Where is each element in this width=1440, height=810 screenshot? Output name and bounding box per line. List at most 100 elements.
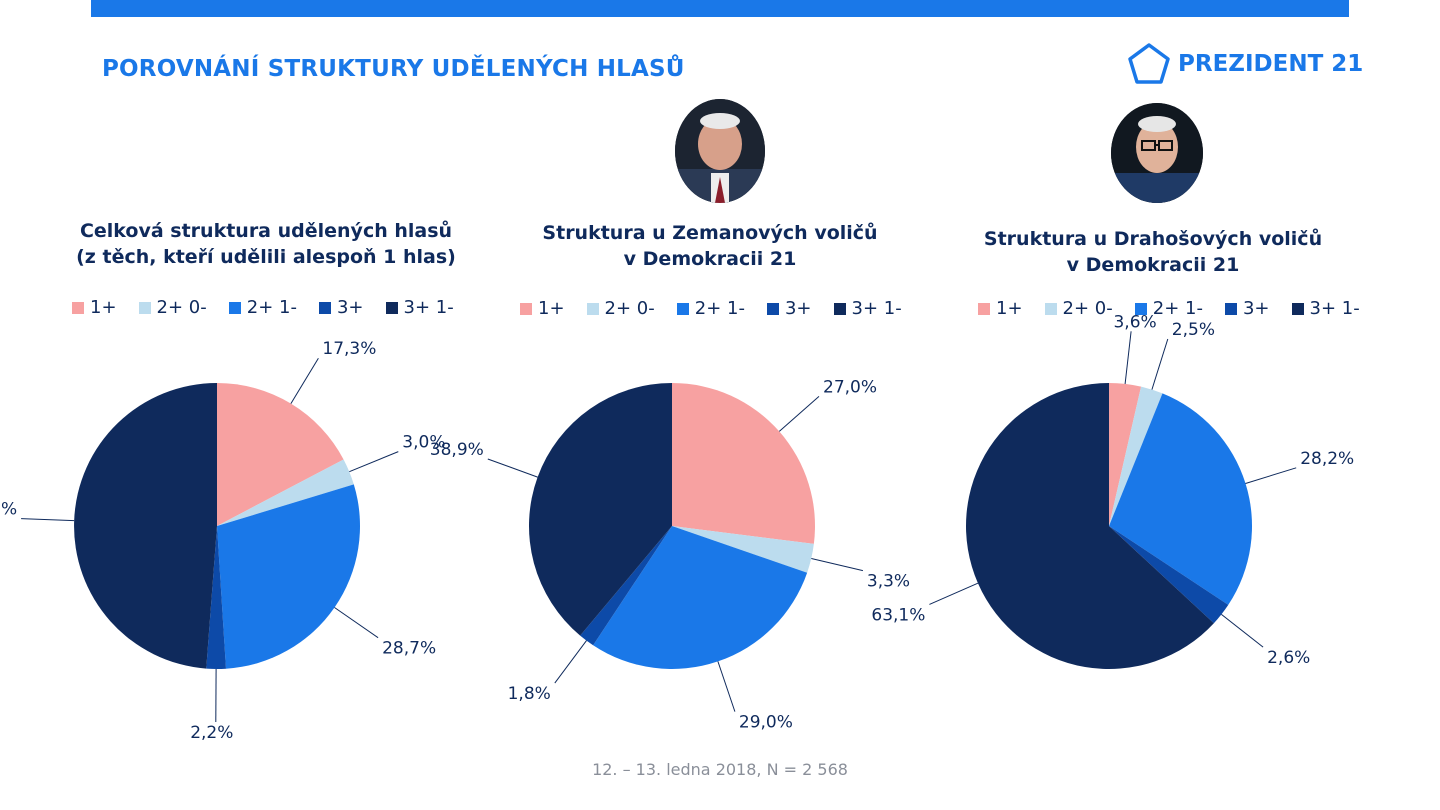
- data-label: 2,2%: [190, 723, 233, 743]
- pie-chart-zeman: 27,0% 3,3% 29,0% 1,8% 38,9%: [430, 377, 910, 732]
- legend-label: 2+ 1-: [246, 297, 297, 318]
- legend-swatch: [228, 301, 241, 314]
- legend-swatch: [1224, 302, 1237, 315]
- pie-slice: [529, 383, 672, 636]
- legend-zeman: 1+ 2+ 0- 2+ 1- 3+ 3+ 1-: [520, 298, 902, 319]
- legend-item: 3+ 1-: [385, 297, 454, 318]
- legend-swatch: [586, 302, 599, 315]
- chart-title-overall: Celková struktura udělených hlasů (z těc…: [66, 218, 466, 270]
- legend-item: 3+: [766, 298, 812, 319]
- legend-label: 3+: [336, 297, 364, 318]
- legend-item: 2+ 1-: [676, 298, 745, 319]
- legend-item: 2+ 0-: [138, 297, 207, 318]
- data-label: 38,9%: [430, 440, 484, 460]
- leader-line: [21, 518, 75, 522]
- legend-label: 3+ 1-: [851, 298, 902, 319]
- pie-slice: [1109, 386, 1163, 526]
- top-accent-bar: [91, 0, 1349, 17]
- leader-line: [811, 558, 864, 572]
- legend-item: 3+ 1-: [833, 298, 902, 319]
- chart-title-line: Celková struktura udělených hlasů: [79, 220, 453, 242]
- leader-line: [334, 607, 379, 639]
- data-label: 63,1%: [871, 605, 925, 625]
- legend-swatch: [385, 301, 398, 314]
- legend-label: 3+: [784, 298, 812, 319]
- leader-line: [487, 458, 538, 478]
- legend-label: 1+: [90, 297, 117, 318]
- legend-item: 1+: [72, 297, 117, 318]
- pie-slice: [206, 526, 226, 669]
- leader-line: [1221, 614, 1264, 648]
- legend-overall: 1+ 2+ 0- 2+ 1- 3+ 3+ 1-: [72, 297, 454, 318]
- page-title: POROVNÁNÍ STRUKTURY UDĚLENÝCH HLASŮ: [102, 56, 685, 82]
- legend-swatch: [318, 301, 331, 314]
- legend-label: 2+ 1-: [1152, 298, 1203, 319]
- pie-slice: [1109, 393, 1252, 605]
- leader-line: [1245, 467, 1297, 484]
- leader-line: [717, 661, 736, 712]
- brand-name: PREZIDENT 21: [1178, 51, 1364, 77]
- chart-title-drahos: Struktura u Drahošových voličů v Demokra…: [953, 226, 1353, 278]
- pie-slice: [1109, 526, 1229, 624]
- legend-swatch: [1134, 302, 1147, 315]
- pie-slice: [217, 383, 344, 526]
- chart-title-zeman: Struktura u Zemanových voličů v Demokrac…: [510, 220, 910, 272]
- data-label: 28,7%: [382, 639, 436, 659]
- pie-slice: [1109, 383, 1142, 526]
- data-label: 28,2%: [1300, 449, 1354, 469]
- leader-line: [929, 582, 979, 605]
- leader-line: [778, 396, 820, 432]
- data-label: 3,6%: [1113, 312, 1156, 332]
- chart-title-line: v Demokracii 21: [623, 248, 797, 270]
- legend-item: 2+ 0-: [1044, 298, 1113, 319]
- data-label: 1,8%: [508, 684, 551, 704]
- data-label: 3,3%: [867, 572, 910, 592]
- data-label: 29,0%: [739, 713, 793, 733]
- pie-slice: [966, 383, 1214, 669]
- legend-swatch: [1291, 302, 1304, 315]
- legend-label: 1+: [538, 298, 565, 319]
- leader-line: [1124, 331, 1132, 384]
- legend-label: 3+ 1-: [403, 297, 454, 318]
- legend-swatch: [72, 301, 84, 314]
- pie-slice: [580, 526, 672, 646]
- legend-swatch: [676, 302, 689, 315]
- legend-label: 2+ 0-: [1062, 298, 1113, 319]
- legend-label: 2+ 0-: [156, 297, 207, 318]
- legend-swatch: [978, 302, 990, 315]
- data-label: 17,3%: [322, 339, 376, 359]
- pie-slice: [217, 459, 354, 526]
- data-label: 2,5%: [1172, 320, 1215, 340]
- chart-title-line: v Demokracii 21: [1066, 254, 1240, 276]
- legend-swatch: [766, 302, 779, 315]
- leader-line: [290, 357, 319, 404]
- pie-slice: [74, 383, 218, 669]
- data-label: 27,0%: [823, 377, 877, 397]
- legend-item: 2+ 0-: [586, 298, 655, 319]
- pentagon-icon: [1128, 43, 1170, 84]
- legend-swatch: [520, 302, 532, 315]
- legend-label: 2+ 0-: [604, 298, 655, 319]
- pie-chart-drahos: 3,6% 2,5% 28,2% 2,6% 63,1%: [871, 312, 1354, 669]
- pie-slice: [217, 484, 361, 669]
- legend-item: 1+: [978, 298, 1023, 319]
- legend-swatch: [833, 302, 846, 315]
- legend-swatch: [1044, 302, 1057, 315]
- legend-drahos: 1+ 2+ 0- 2+ 1- 3+ 3+ 1-: [978, 298, 1360, 319]
- legend-item: 3+: [1224, 298, 1270, 319]
- data-label: 2,6%: [1267, 648, 1310, 668]
- brand-logo: PREZIDENT 21: [1126, 40, 1363, 88]
- leader-line: [554, 640, 587, 684]
- legend-item: 3+: [318, 297, 364, 318]
- legend-item: 1+: [520, 298, 565, 319]
- legend-item: 2+ 1-: [1134, 298, 1203, 319]
- pie-chart-overall: 17,3% 3,0% 28,7% 2,2% 48,8%: [0, 339, 446, 743]
- legend-swatch: [138, 301, 151, 314]
- data-label: 48,8%: [0, 500, 17, 520]
- pie-slice: [672, 383, 815, 544]
- data-label: 3,0%: [402, 433, 445, 453]
- leader-line: [349, 451, 399, 473]
- legend-label: 3+: [1242, 298, 1270, 319]
- legend-label: 2+ 1-: [694, 298, 745, 319]
